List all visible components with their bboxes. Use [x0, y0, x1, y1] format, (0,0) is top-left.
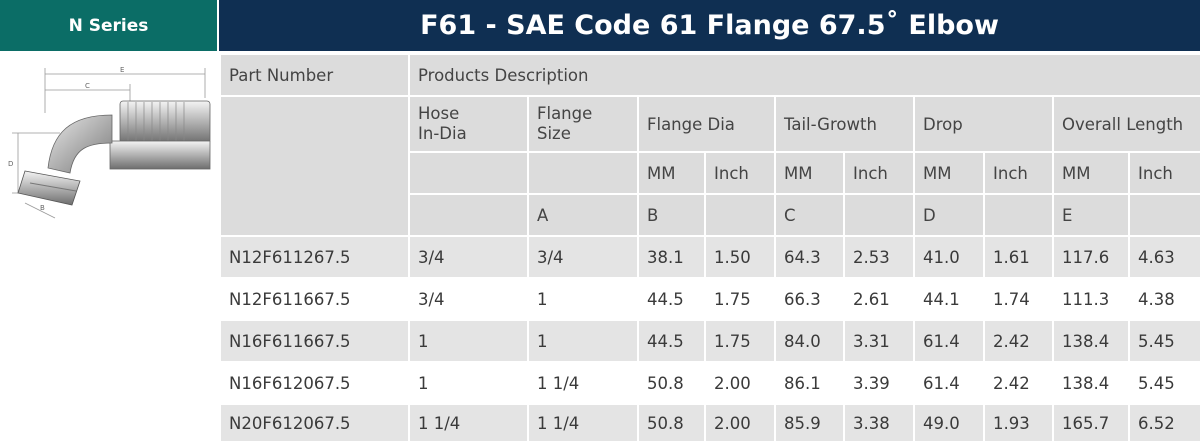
table-cell: 50.8	[637, 403, 706, 443]
table-cell: 1	[527, 319, 639, 363]
table-row: N12F611267.5 3/4 3/4 38.1 1.50 64.3 2.53 41.0 1.…	[219, 235, 1200, 279]
table-cell: 1	[527, 277, 639, 321]
table-cell: 66.3	[774, 277, 845, 321]
page-title: F61 - SAE Code 61 Flange 67.5˚ Elbow	[219, 0, 1200, 51]
table-cell: 38.1	[637, 235, 706, 279]
header-letter-a: A	[527, 193, 639, 237]
part-number-cell: N16F612067.5	[219, 361, 410, 405]
part-number-cell: N20F612067.5	[219, 403, 410, 443]
table-cell: 138.4	[1052, 361, 1130, 405]
table-cell: 41.0	[913, 235, 985, 279]
table-cell: 3.38	[843, 403, 915, 443]
dimension-label-e: E	[120, 66, 124, 74]
table-cell: 111.3	[1052, 277, 1130, 321]
header-unit: Inch	[843, 151, 915, 195]
table-cell: 3.31	[843, 319, 915, 363]
part-number-cell: N12F611267.5	[219, 235, 410, 279]
table-cell: 3/4	[527, 235, 639, 279]
table-cell: 165.7	[1052, 403, 1130, 443]
table-cell: 1.93	[983, 403, 1054, 443]
table-cell: 44.1	[913, 277, 985, 321]
table-cell: 64.3	[774, 235, 845, 279]
table-cell: 1 1/4	[408, 403, 529, 443]
table-cell: 138.4	[1052, 319, 1130, 363]
table-cell: 2.00	[704, 361, 776, 405]
table-cell: 44.5	[637, 277, 706, 321]
table-row: N12F611667.5 3/4 1 44.5 1.75 66.3 2.61 44.1 1.74…	[219, 277, 1200, 321]
header-unit: Inch	[704, 151, 776, 195]
header-letter-blank	[983, 193, 1054, 237]
table-cell: 3/4	[408, 277, 529, 321]
table-cell: 1 1/4	[527, 403, 639, 443]
table-cell: 2.42	[983, 319, 1054, 363]
table-cell: 2.42	[983, 361, 1054, 405]
header-letter-blank	[704, 193, 776, 237]
header-unit: MM	[913, 151, 985, 195]
table-cell: 1 1/4	[527, 361, 639, 405]
header-letter-c: C	[774, 193, 845, 237]
table-cell: 85.9	[774, 403, 845, 443]
table-cell: 3/4	[408, 235, 529, 279]
header-unit: MM	[1052, 151, 1130, 195]
header-flange-dia: Flange Dia	[637, 95, 776, 153]
table-row: N20F612067.5 1 1/4 1 1/4 50.8 2.00 85.9 3.38 49…	[219, 403, 1200, 443]
table-cell: 5.45	[1128, 319, 1200, 363]
table-cell: 61.4	[913, 319, 985, 363]
table-row: N16F611667.5 1 1 44.5 1.75 84.0 3.31 61.4 2.42 13…	[219, 319, 1200, 363]
table-cell: 4.38	[1128, 277, 1200, 321]
table-cell: 1.61	[983, 235, 1054, 279]
table-cell: 1	[408, 361, 529, 405]
header-unit: MM	[637, 151, 706, 195]
table-cell: 1.75	[704, 319, 776, 363]
table-cell: 84.0	[774, 319, 845, 363]
table-cell: 117.6	[1052, 235, 1130, 279]
header-letter-e: E	[1052, 193, 1130, 237]
header-drop: Drop	[913, 95, 1054, 153]
series-tab: N Series	[0, 0, 217, 51]
header-letter-d: D	[913, 193, 985, 237]
header-unit-blank	[527, 151, 639, 195]
spec-table: Part Number Products Description Hose In-…	[219, 53, 1200, 443]
flange-elbow-drawing-icon: E C D B	[0, 53, 217, 233]
header-unit-blank	[408, 151, 529, 195]
part-number-cell: N16F611667.5	[219, 319, 410, 363]
table-cell: 44.5	[637, 319, 706, 363]
table-row: N16F612067.5 1 1 1/4 50.8 2.00 86.1 3.39 61.4 2.…	[219, 361, 1200, 405]
table-cell: 4.63	[1128, 235, 1200, 279]
dimension-label-d: D	[8, 160, 13, 168]
header-letter-blank	[1128, 193, 1200, 237]
table-cell: 49.0	[913, 403, 985, 443]
header-unit: Inch	[983, 151, 1054, 195]
table-cell: 2.53	[843, 235, 915, 279]
table-cell: 3.39	[843, 361, 915, 405]
dimension-label-b: B	[40, 204, 45, 212]
table-cell: 1.50	[704, 235, 776, 279]
header-products-description: Products Description	[408, 53, 1200, 97]
header-overall-length: Overall Length	[1052, 95, 1200, 153]
header-part-number: Part Number	[219, 53, 410, 97]
part-number-cell: N12F611667.5	[219, 277, 410, 321]
header-unit: MM	[774, 151, 845, 195]
table-cell: 1.75	[704, 277, 776, 321]
dimension-label-c: C	[85, 82, 90, 90]
table-cell: 61.4	[913, 361, 985, 405]
header-flange-size: Flange Size	[527, 95, 639, 153]
header-letter-blank	[843, 193, 915, 237]
table-cell: 86.1	[774, 361, 845, 405]
header-letter-blank	[408, 193, 529, 237]
header-tail-growth: Tail-Growth	[774, 95, 915, 153]
header-letter-b: B	[637, 193, 706, 237]
header-part-number-filler	[219, 95, 410, 237]
table-cell: 2.00	[704, 403, 776, 443]
header-unit: Inch	[1128, 151, 1200, 195]
table-cell: 6.52	[1128, 403, 1200, 443]
table-cell: 1.74	[983, 277, 1054, 321]
table-cell: 5.45	[1128, 361, 1200, 405]
table-cell: 1	[408, 319, 529, 363]
table-cell: 2.61	[843, 277, 915, 321]
header-hose-in-dia: Hose In-Dia	[408, 95, 529, 153]
table-cell: 50.8	[637, 361, 706, 405]
